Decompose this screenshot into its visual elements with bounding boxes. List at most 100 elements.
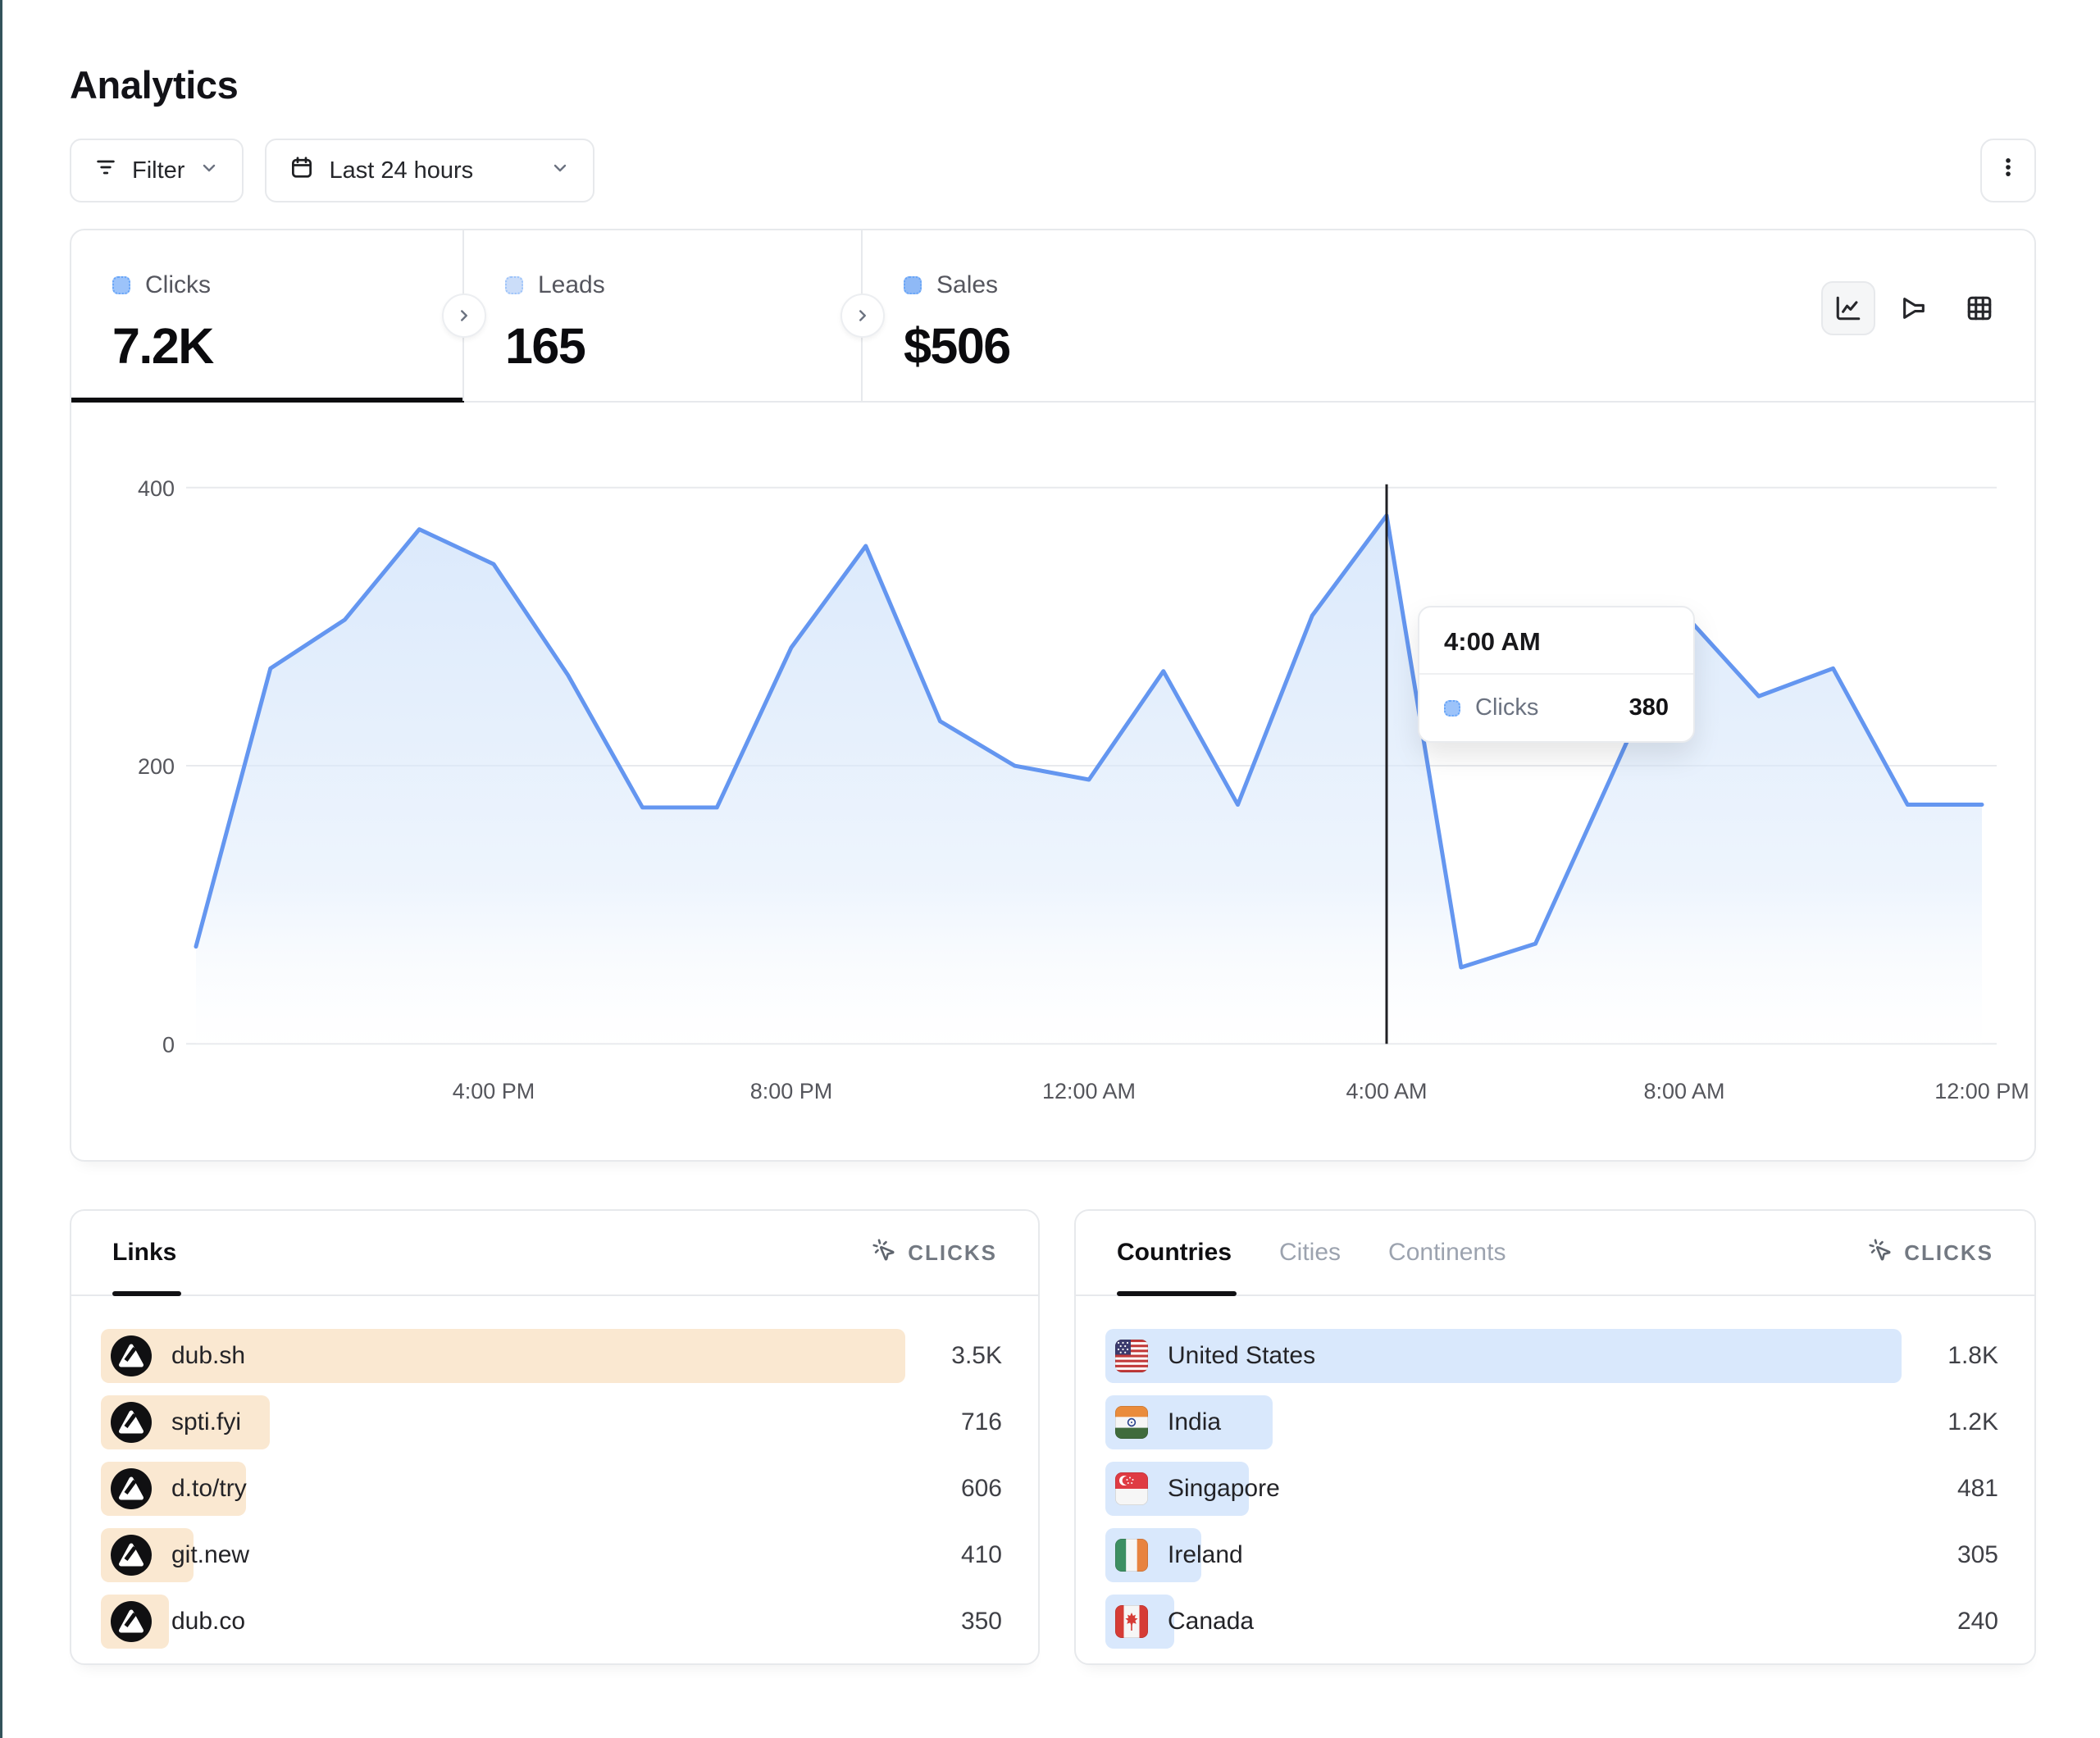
country-clicks-value: 305	[1957, 1541, 1998, 1568]
stat-tabs: Clicks 7.2K Leads 165	[71, 230, 2034, 403]
x-axis-label: 12:00 AM	[1042, 1079, 1136, 1103]
y-axis-label: 0	[162, 1032, 175, 1057]
country-flag-icon	[1115, 1472, 1148, 1505]
country-label: Singapore	[1168, 1475, 1280, 1502]
date-range-button[interactable]: Last 24 hours	[265, 139, 595, 202]
country-clicks-value: 240	[1957, 1608, 1998, 1635]
link-row[interactable]: d.to/try 606	[101, 1462, 1002, 1516]
country-label: Ireland	[1168, 1541, 1243, 1568]
x-axis-label: 8:00 PM	[750, 1079, 833, 1103]
sales-value: $506	[904, 318, 1011, 374]
links-list: dub.sh 3.5K spti.fyi	[71, 1296, 1038, 1649]
filter-icon	[94, 156, 117, 185]
kebab-icon	[1997, 156, 2020, 185]
leads-value: 165	[505, 318, 586, 374]
country-bar	[1105, 1329, 1902, 1383]
link-row[interactable]: spti.fyi 716	[101, 1395, 1002, 1449]
country-row[interactable]: United States 1.8K	[1105, 1329, 1998, 1383]
countries-panel: Countries Cities Continents CLICKS	[1074, 1209, 2036, 1665]
links-panel: Links CLICKS	[70, 1209, 1040, 1665]
clicks-swatch	[112, 276, 130, 294]
link-label: spti.fyi	[171, 1408, 242, 1435]
x-axis-label: 12:00 PM	[1934, 1079, 2029, 1103]
tab-leads[interactable]: Leads 165	[462, 230, 885, 401]
sales-label: Sales	[936, 271, 999, 298]
x-axis-label: 4:00 AM	[1346, 1079, 1427, 1103]
funnel-view-button[interactable]	[1887, 281, 1941, 335]
more-menu-button[interactable]	[1980, 139, 2036, 202]
tooltip-series: Clicks	[1475, 694, 1539, 721]
country-row[interactable]: Ireland 305	[1105, 1528, 1998, 1582]
link-clicks-value: 350	[960, 1608, 1002, 1635]
link-clicks-value: 716	[960, 1408, 1002, 1435]
country-row[interactable]: Canada 240	[1105, 1595, 1998, 1649]
y-axis-label: 400	[138, 476, 175, 501]
x-axis-label: 4:00 PM	[453, 1079, 535, 1103]
table-view-button[interactable]	[1952, 281, 2007, 335]
link-bar	[101, 1329, 905, 1383]
country-clicks-value: 1.2K	[1947, 1408, 1998, 1435]
tab-clicks[interactable]: Clicks 7.2K	[71, 230, 486, 403]
country-flag-icon	[1115, 1605, 1148, 1638]
panel-tab[interactable]: Countries	[1117, 1211, 1237, 1296]
links-sort-button[interactable]: CLICKS	[867, 1237, 1002, 1269]
line-chart-icon	[1836, 296, 1861, 321]
panel-tab[interactable]: Continents	[1388, 1239, 1506, 1266]
page-title: Analytics	[70, 63, 239, 107]
next-metric-button[interactable]	[840, 293, 885, 338]
clicks-value: 7.2K	[112, 318, 214, 374]
countries-sort-label: CLICKS	[1904, 1240, 1993, 1265]
link-label: d.to/try	[171, 1475, 247, 1502]
link-row[interactable]: dub.sh 3.5K	[101, 1329, 1002, 1383]
x-axis-label: 8:00 AM	[1643, 1079, 1724, 1103]
cursor-click-icon	[1868, 1238, 1893, 1268]
link-clicks-value: 606	[960, 1475, 1002, 1502]
link-label: git.new	[171, 1541, 250, 1568]
country-label: India	[1168, 1408, 1222, 1435]
filter-label: Filter	[132, 157, 185, 184]
link-row[interactable]: dub.co 350	[101, 1595, 1002, 1649]
next-metric-button[interactable]	[442, 293, 486, 338]
filter-button[interactable]: Filter	[70, 139, 244, 202]
panel-tab[interactable]: Cities	[1279, 1239, 1342, 1266]
link-label: dub.co	[171, 1608, 246, 1635]
chart-tooltip: 4:00 AM Clicks 380	[1418, 606, 1695, 743]
calendar-icon	[289, 155, 314, 186]
chevron-down-icon	[199, 157, 219, 184]
dub-logo-icon	[111, 1468, 152, 1509]
links-sort-label: CLICKS	[908, 1240, 997, 1265]
dub-logo-icon	[111, 1601, 152, 1642]
line-chart-view-button[interactable]	[1821, 281, 1875, 335]
left-accent-strip	[0, 0, 2, 1738]
country-flag-icon	[1115, 1539, 1148, 1572]
link-row[interactable]: git.new 410	[101, 1528, 1002, 1582]
cursor-click-icon	[872, 1238, 896, 1268]
sales-swatch	[904, 276, 922, 294]
countries-sort-button[interactable]: CLICKS	[1863, 1237, 1998, 1269]
tooltip-value: 380	[1629, 694, 1669, 721]
chart-view-switcher	[1821, 281, 2007, 335]
country-flag-icon	[1115, 1340, 1148, 1372]
chevron-right-icon	[859, 310, 866, 321]
clicks-chart[interactable]: 0 200 400 4:00 PM 8:00 PM 12:00 AM 4:00 AM 8:00…	[71, 404, 2034, 1160]
tab-links[interactable]: Links	[112, 1211, 182, 1296]
date-range-label: Last 24 hours	[329, 157, 474, 184]
dub-logo-icon	[111, 1335, 152, 1376]
toolbar: Filter Last 24 hours	[70, 139, 2036, 202]
dub-logo-icon	[111, 1535, 152, 1576]
country-row[interactable]: Singapore 481	[1105, 1462, 1998, 1516]
area-chart: 0 200 400 4:00 PM 8:00 PM 12:00 AM 4:00 AM 8:00…	[138, 476, 2029, 1103]
countries-list: United States 1.8K India 1.2K	[1076, 1296, 2034, 1649]
tooltip-swatch	[1444, 699, 1460, 717]
link-label: dub.sh	[171, 1342, 246, 1369]
country-row[interactable]: India 1.2K	[1105, 1395, 1998, 1449]
funnel-chart-icon	[1903, 298, 1925, 319]
tooltip-time: 4:00 AM	[1419, 607, 1693, 675]
analytics-card: Clicks 7.2K Leads 165	[70, 229, 2036, 1162]
y-axis-label: 200	[138, 754, 175, 779]
analytics-page: Analytics Filter Last 24 hours	[70, 0, 2036, 1665]
leads-label: Leads	[538, 271, 605, 298]
country-clicks-value: 1.8K	[1947, 1342, 1998, 1369]
country-label: Canada	[1168, 1608, 1255, 1635]
country-clicks-value: 481	[1957, 1475, 1998, 1502]
